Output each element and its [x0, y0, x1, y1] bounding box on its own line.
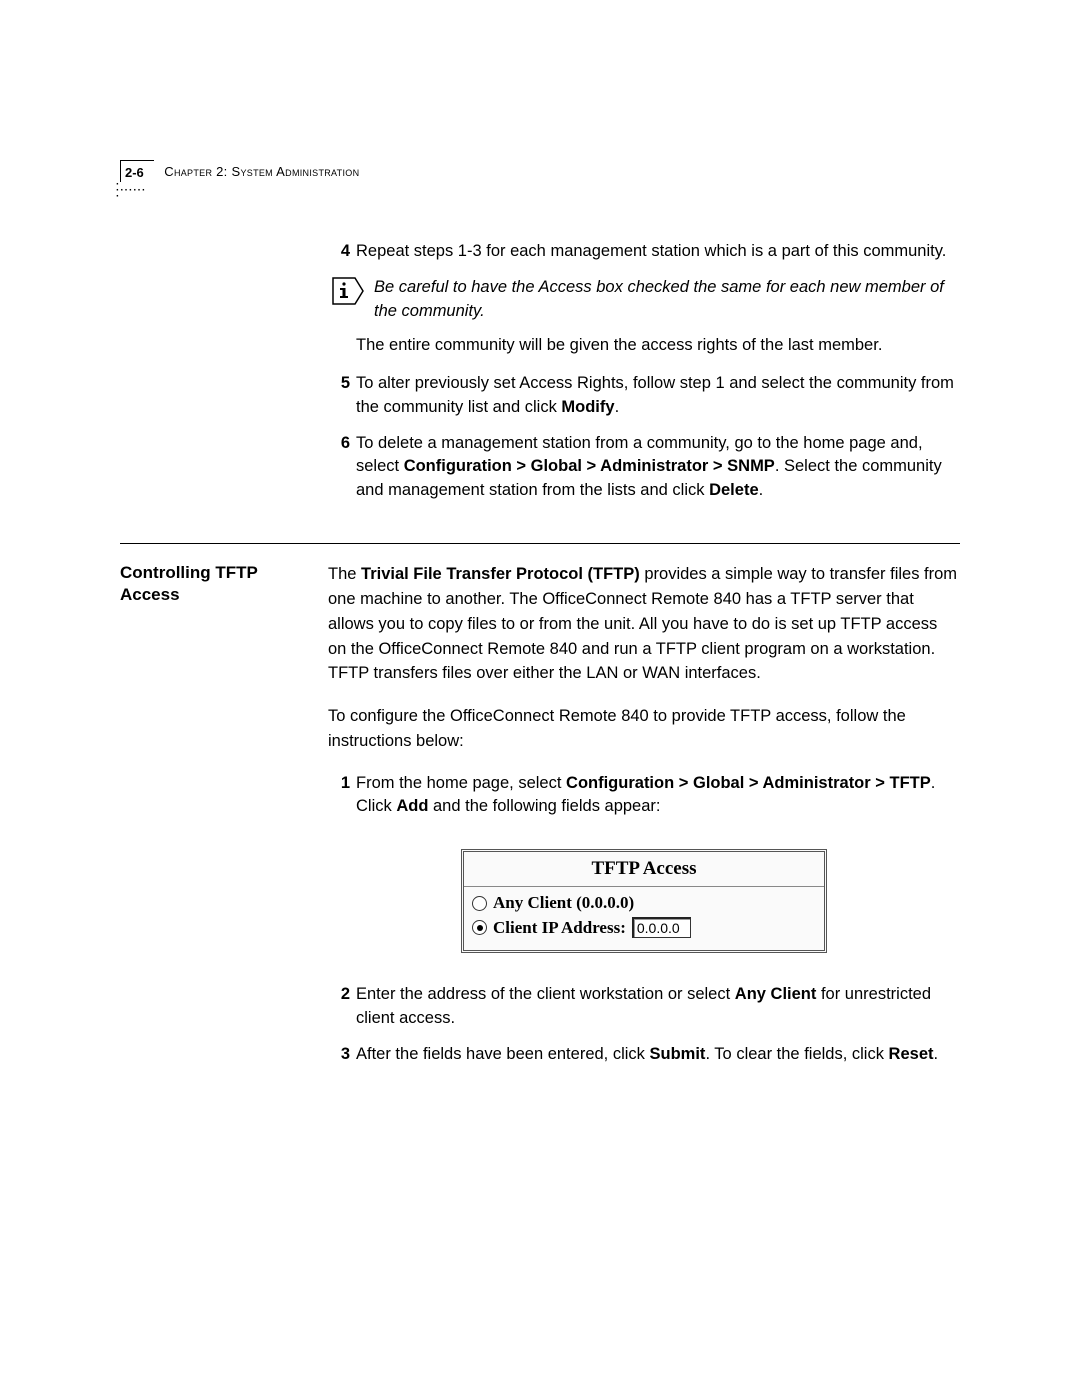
- tftp-instructions-lead: To configure the OfficeConnect Remote 84…: [328, 704, 960, 754]
- step-text: Enter the address of the client workstat…: [356, 983, 960, 1031]
- any-client-option[interactable]: Any Client (0.0.0.0): [472, 891, 816, 915]
- step-number: 3: [328, 1043, 350, 1067]
- tftp-access-box: TFTP Access Any Client (0.0.0.0) Client …: [461, 849, 827, 953]
- tftp-step-1: 1 From the home page, select Configurati…: [328, 772, 960, 820]
- step-4: 4 Repeat steps 1-3 for each management s…: [328, 240, 960, 264]
- step-number: 5: [328, 372, 350, 420]
- info-icon: [328, 276, 368, 311]
- step-text: To delete a management station from a co…: [356, 432, 960, 504]
- step-text: From the home page, select Configuration…: [356, 772, 960, 820]
- client-ip-input[interactable]: 0.0.0.0: [632, 917, 691, 938]
- radio-unchecked-icon[interactable]: [472, 896, 487, 911]
- note-followup: The entire community will be given the a…: [328, 334, 960, 358]
- tftp-step-3: 3 After the fields have been entered, cl…: [328, 1043, 960, 1067]
- page-number: 2-6: [120, 160, 154, 182]
- step-text: To alter previously set Access Rights, f…: [356, 372, 960, 420]
- client-ip-option[interactable]: Client IP Address: 0.0.0.0: [472, 915, 816, 940]
- note-text: Be careful to have the Access box checke…: [374, 276, 960, 324]
- radio-checked-icon[interactable]: [472, 920, 487, 935]
- any-client-label: Any Client (0.0.0.0): [493, 893, 634, 913]
- decorative-dots: ·········: [116, 182, 146, 200]
- tftp-step-2: 2 Enter the address of the client workst…: [328, 983, 960, 1031]
- step-text: After the fields have been entered, clic…: [356, 1043, 960, 1067]
- step-6: 6 To delete a management station from a …: [328, 432, 960, 504]
- tftp-intro: The Trivial File Transfer Protocol (TFTP…: [328, 562, 960, 686]
- tftp-box-title: TFTP Access: [464, 852, 824, 887]
- section-heading: Controlling TFTP Access: [120, 562, 310, 1079]
- info-note: Be careful to have the Access box checke…: [328, 276, 960, 324]
- client-ip-label: Client IP Address:: [493, 918, 626, 938]
- section-divider: [120, 543, 960, 544]
- step-5: 5 To alter previously set Access Rights,…: [328, 372, 960, 420]
- step-number: 6: [328, 432, 350, 504]
- chapter-label: Chapter 2: System Administration: [158, 160, 359, 179]
- step-text: Repeat steps 1-3 for each management sta…: [356, 240, 960, 264]
- step-number: 1: [328, 772, 350, 820]
- step-number: 4: [328, 240, 350, 264]
- step-number: 2: [328, 983, 350, 1031]
